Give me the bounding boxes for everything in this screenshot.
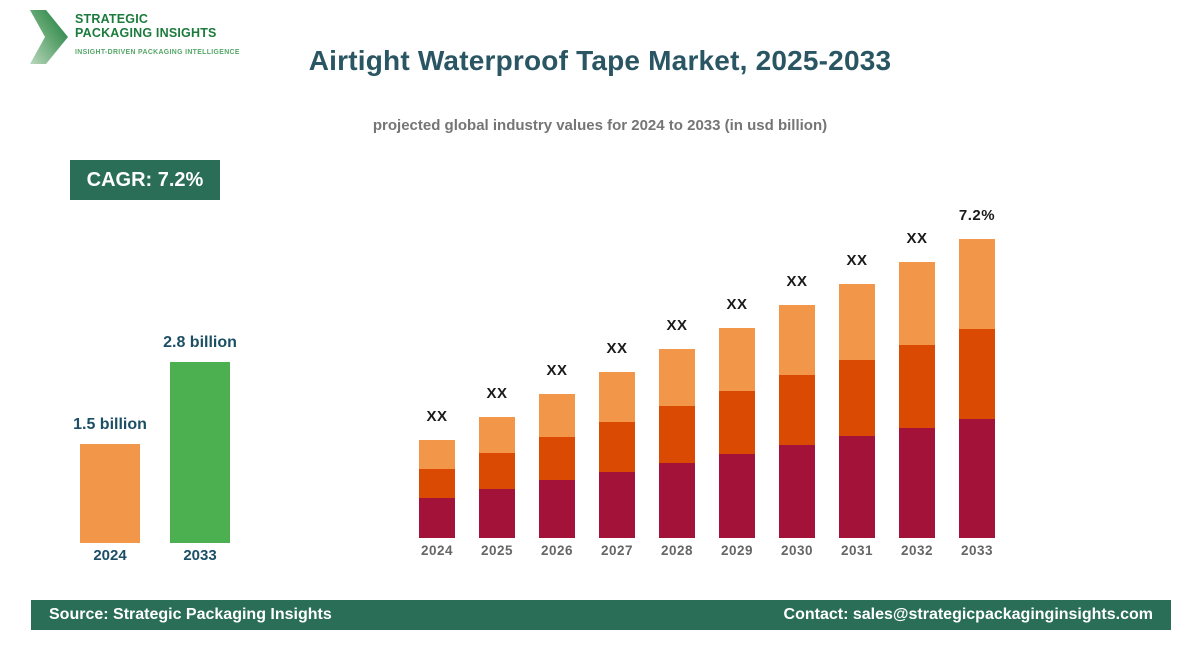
bar-year-label: 2027 xyxy=(600,543,634,558)
segment-top xyxy=(539,394,575,437)
bar-value-label: XX xyxy=(606,340,628,357)
bar-value-label: XX xyxy=(726,296,748,313)
bar-year-label: 2029 xyxy=(720,543,754,558)
bar-stack-2030 xyxy=(779,305,815,538)
mini-bar-group-2033: 2.8 billion 2033 xyxy=(163,334,237,565)
bar-value-label: XX xyxy=(846,252,868,269)
bar-year-label: 2028 xyxy=(660,543,694,558)
segment-bottom xyxy=(599,472,635,538)
segment-middle xyxy=(419,469,455,498)
mini-value-label: 1.5 billion xyxy=(73,416,147,433)
stacked-bar-group-2032: XX 2032 xyxy=(899,230,935,560)
bar-year-label: 2032 xyxy=(900,543,934,558)
segment-top xyxy=(479,417,515,453)
segment-bottom xyxy=(719,454,755,538)
footer-bar: Source: Strategic Packaging Insights Con… xyxy=(31,600,1171,630)
segment-middle xyxy=(839,360,875,436)
segment-bottom xyxy=(539,480,575,538)
bar-stack-2032 xyxy=(899,262,935,538)
cagr-badge: CAGR: 7.2% xyxy=(70,160,220,200)
segment-middle xyxy=(779,375,815,445)
segment-middle xyxy=(719,391,755,454)
mini-bar-2024 xyxy=(80,444,140,543)
segment-top xyxy=(599,372,635,422)
stacked-bar-group-2030: XX 2030 xyxy=(779,273,815,560)
bar-value-label: XX xyxy=(906,230,928,247)
logo-name-line2: PACKAGING INSIGHTS xyxy=(75,25,217,40)
segment-middle xyxy=(479,453,515,489)
segment-bottom xyxy=(839,436,875,538)
bar-stack-2027 xyxy=(599,372,635,538)
contact-text: Contact: sales@strategicpackaginginsight… xyxy=(783,606,1153,623)
segment-top xyxy=(779,305,815,375)
mini-bar-group-2024: 1.5 billion 2024 xyxy=(73,416,147,565)
bar-stack-2029 xyxy=(719,328,755,538)
stacked-bar-group-2033: 7.2% 2033 xyxy=(959,207,995,560)
bar-stack-2033 xyxy=(959,239,995,538)
bar-stack-2024 xyxy=(419,440,455,538)
bar-value-label: 7.2% xyxy=(958,207,996,224)
stacked-bar-group-2031: XX 2031 xyxy=(839,252,875,560)
bar-stack-2031 xyxy=(839,284,875,538)
bar-year-label: 2031 xyxy=(840,543,874,558)
segment-bottom xyxy=(479,489,515,538)
segment-top xyxy=(959,239,995,329)
stacked-bar-group-2029: XX 2029 xyxy=(719,296,755,560)
stacked-bar-group-2026: XX 2026 xyxy=(539,362,575,560)
segment-bottom xyxy=(659,463,695,538)
main-chart: XX 2024 XX 2025 XX 2026 XX 2027 XX 2028 XX 2029 XX 20… xyxy=(410,200,1010,560)
segment-top xyxy=(659,349,695,406)
segment-middle xyxy=(599,422,635,472)
logo-name-line1: STRATEGIC xyxy=(75,12,149,26)
mini-year-label: 2033 xyxy=(183,547,217,564)
logo-tagline: INSIGHT-DRIVEN PACKAGING INTELLIGENCE xyxy=(75,49,240,56)
segment-top xyxy=(839,284,875,360)
stacked-bar-group-2025: XX 2025 xyxy=(479,385,515,560)
page-title: Airtight Waterproof Tape Market, 2025-20… xyxy=(308,45,892,76)
bar-value-label: XX xyxy=(546,362,568,379)
bar-value-label: XX xyxy=(666,317,688,334)
segment-top xyxy=(419,440,455,469)
company-logo: STRATEGIC PACKAGING INSIGHTS INSIGHT-DRI… xyxy=(30,10,240,64)
logo-text: STRATEGIC PACKAGING INSIGHTS INSIGHT-DRI… xyxy=(75,10,240,56)
bar-stack-2026 xyxy=(539,394,575,538)
logo-chevron-icon xyxy=(30,10,68,64)
segment-top xyxy=(719,328,755,391)
segment-bottom xyxy=(959,419,995,538)
segment-middle xyxy=(959,329,995,419)
mini-chart: 1.5 billion 2024 2.8 billion 2033 xyxy=(73,321,237,565)
bar-value-label: XX xyxy=(786,273,808,290)
mini-year-label: 2024 xyxy=(93,547,127,564)
segment-middle xyxy=(899,345,935,428)
bar-year-label: 2026 xyxy=(540,543,574,558)
segment-middle xyxy=(539,437,575,480)
mini-bar-2033 xyxy=(170,362,230,543)
segment-bottom xyxy=(779,445,815,538)
stacked-bar-group-2028: XX 2028 xyxy=(659,317,695,560)
bar-stack-2028 xyxy=(659,349,695,538)
bar-value-label: XX xyxy=(426,408,448,425)
segment-top xyxy=(899,262,935,345)
source-text: Source: Strategic Packaging Insights xyxy=(49,606,332,623)
segment-bottom xyxy=(419,498,455,538)
stacked-bar-group-2027: XX 2027 xyxy=(599,340,635,560)
page-subtitle: projected global industry values for 202… xyxy=(372,117,828,134)
segment-middle xyxy=(659,406,695,463)
bar-year-label: 2024 xyxy=(420,543,454,558)
bar-value-label: XX xyxy=(486,385,508,402)
stacked-bar-group-2024: XX 2024 xyxy=(419,408,455,560)
segment-bottom xyxy=(899,428,935,538)
bar-year-label: 2030 xyxy=(780,543,814,558)
bar-stack-2025 xyxy=(479,417,515,538)
bar-year-label: 2025 xyxy=(480,543,514,558)
mini-value-label: 2.8 billion xyxy=(163,334,237,351)
bar-year-label: 2033 xyxy=(960,543,994,558)
